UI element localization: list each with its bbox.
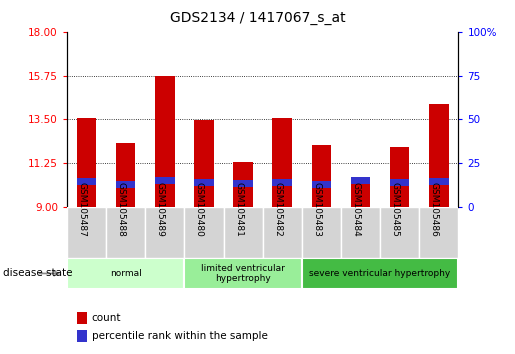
Bar	[194, 179, 214, 185]
Bar	[67, 207, 106, 258]
Bar	[77, 118, 96, 207]
Bar	[116, 181, 135, 188]
Bar	[224, 207, 263, 258]
Bar	[194, 120, 214, 207]
Text: GSM105489: GSM105489	[156, 182, 165, 237]
Bar	[184, 258, 302, 289]
Text: limited ventricular
hypertrophy: limited ventricular hypertrophy	[201, 264, 285, 283]
Text: severe ventricular hypertrophy: severe ventricular hypertrophy	[310, 269, 451, 278]
Text: GSM105485: GSM105485	[391, 182, 400, 237]
Text: GSM105484: GSM105484	[352, 182, 360, 237]
Text: percentile rank within the sample: percentile rank within the sample	[92, 331, 268, 341]
Bar	[302, 207, 341, 258]
Text: normal: normal	[110, 269, 142, 278]
Text: disease state: disease state	[3, 268, 72, 279]
Text: GSM105486: GSM105486	[430, 182, 439, 237]
Bar	[341, 207, 380, 258]
Bar	[106, 207, 145, 258]
Bar	[390, 179, 409, 185]
Text: GDS2134 / 1417067_s_at: GDS2134 / 1417067_s_at	[169, 11, 346, 25]
Bar	[145, 207, 184, 258]
Bar	[67, 258, 184, 289]
Text: GSM105482: GSM105482	[273, 182, 282, 237]
Bar	[116, 143, 135, 207]
Bar	[263, 207, 302, 258]
Bar	[233, 180, 253, 187]
Text: GSM105487: GSM105487	[78, 182, 87, 237]
Bar	[312, 181, 331, 188]
Text: GSM105481: GSM105481	[234, 182, 243, 237]
Bar	[184, 207, 224, 258]
Text: GSM105488: GSM105488	[117, 182, 126, 237]
Bar	[233, 162, 253, 207]
Text: GSM105483: GSM105483	[313, 182, 321, 237]
Text: count: count	[92, 313, 121, 323]
Bar	[380, 207, 419, 258]
Bar	[302, 258, 458, 289]
Text: GSM105480: GSM105480	[195, 182, 204, 237]
Bar	[419, 207, 458, 258]
Bar	[429, 178, 449, 185]
Bar	[272, 179, 292, 185]
Bar	[272, 118, 292, 207]
Bar	[155, 76, 175, 207]
Bar	[155, 177, 175, 184]
Bar	[77, 178, 96, 185]
Bar	[390, 147, 409, 207]
Bar	[351, 177, 370, 184]
Bar	[429, 104, 449, 207]
Bar	[312, 145, 331, 207]
Bar	[351, 179, 370, 207]
